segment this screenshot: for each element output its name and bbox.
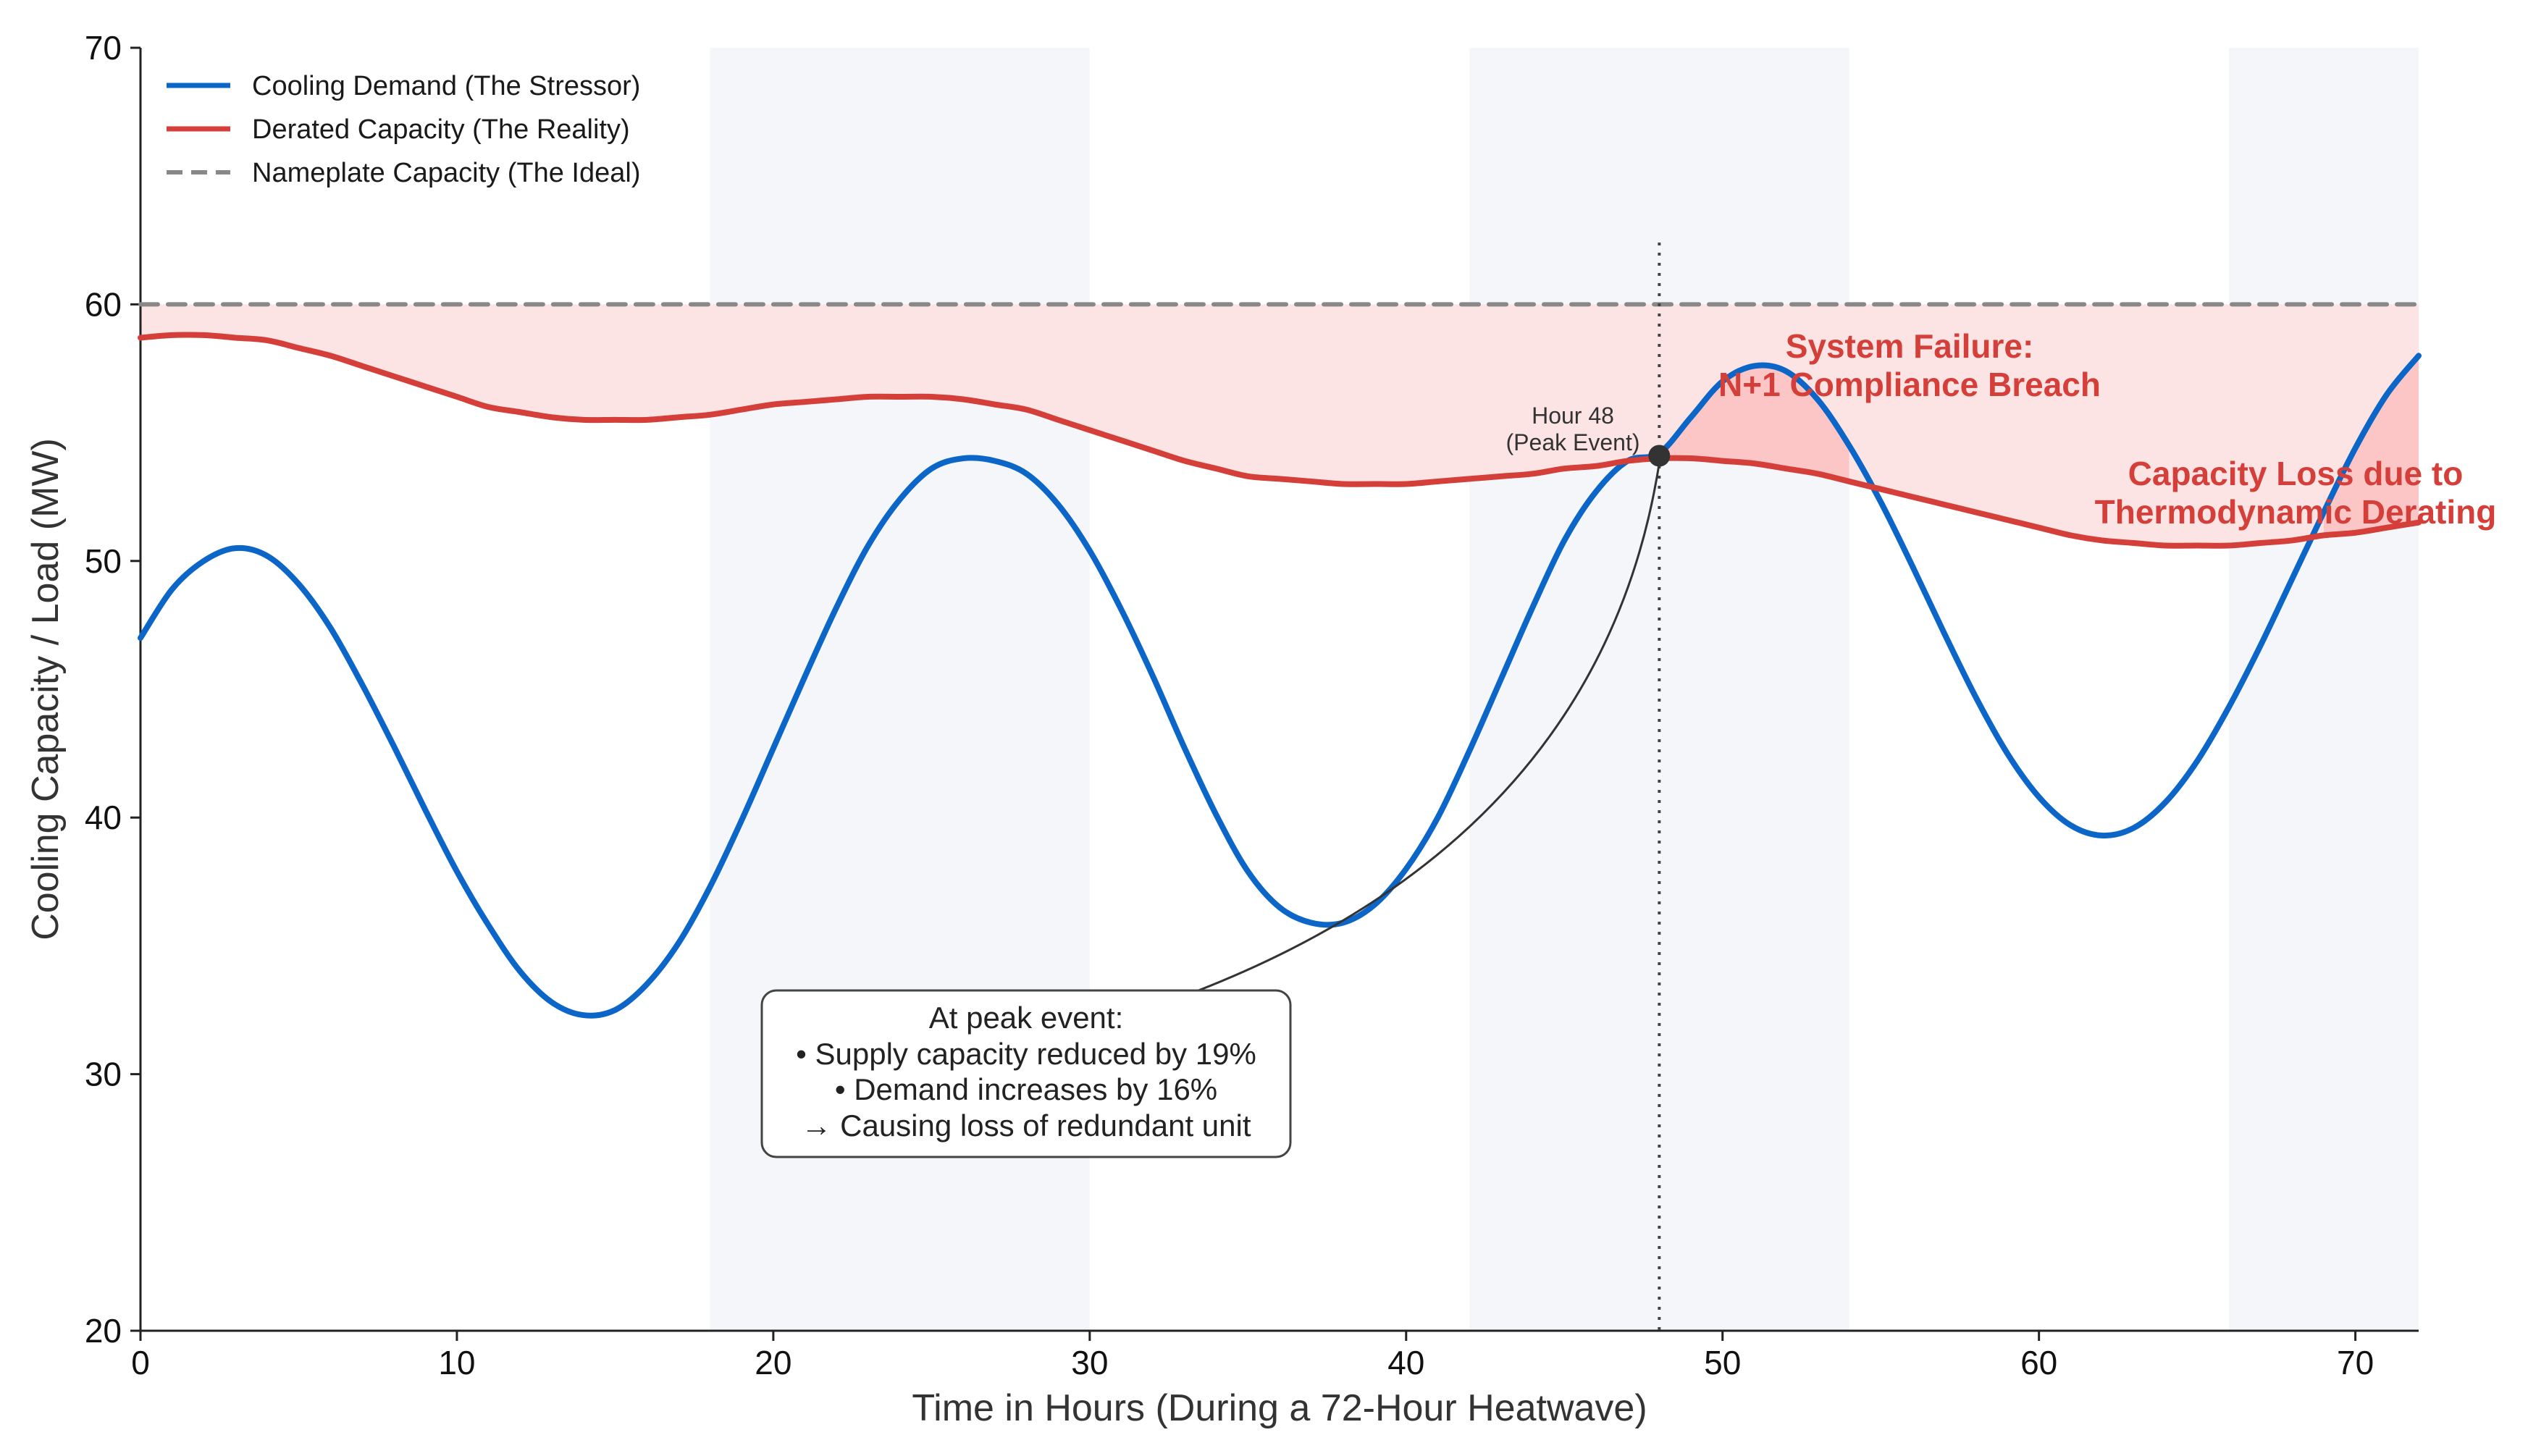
night-band-2	[2228, 48, 2419, 1331]
y-ticks: 20 30 40 50 60 70	[85, 29, 140, 1350]
callout-line4: → Causing loss of redundant unit	[801, 1108, 1251, 1143]
y-tick-label: 40	[85, 799, 122, 836]
legend-label-derated: Derated Capacity (The Reality)	[252, 114, 630, 145]
x-tick-label: 40	[1387, 1344, 1424, 1381]
callout-arrow	[1198, 463, 1660, 992]
x-tick-label: 50	[1704, 1344, 1741, 1381]
y-tick-label: 20	[85, 1312, 122, 1350]
y-tick-label: 60	[85, 285, 122, 323]
legend: Cooling Demand (The Stressor) Derated Ca…	[167, 71, 640, 188]
x-tick-label: 70	[2337, 1344, 2374, 1381]
x-axis-label: Time in Hours (During a 72-Hour Heatwave…	[912, 1387, 1647, 1429]
x-tick-label: 10	[438, 1344, 475, 1381]
failure-annotation-line2: N+1 Compliance Breach	[1718, 366, 2101, 403]
callout-line1: At peak event:	[929, 1001, 1124, 1035]
loss-annotation-line2: Thermodynamic Derating	[2095, 493, 2497, 531]
demand-line	[138, 353, 2422, 1019]
capacity-loss-fills	[140, 304, 2419, 546]
y-axis-label: Cooling Capacity / Load (MW)	[25, 438, 67, 940]
peak-label-line2: (Peak Event)	[1506, 429, 1640, 455]
x-tick-label: 30	[1071, 1344, 1108, 1381]
y-tick-label: 50	[85, 542, 122, 580]
x-tick-label: 20	[755, 1344, 791, 1381]
y-tick-label: 70	[85, 29, 122, 67]
peak-event-marker	[1648, 445, 1671, 467]
x-tick-label: 60	[2020, 1344, 2057, 1381]
x-ticks: 0 10 20 30 40 50 60 70	[131, 1331, 2374, 1381]
derating-loss-fill	[140, 304, 2419, 546]
y-tick-label: 30	[85, 1056, 122, 1093]
legend-label-demand: Cooling Demand (The Stressor)	[252, 71, 640, 101]
legend-label-nameplate: Nameplate Capacity (The Ideal)	[252, 158, 640, 188]
peak-label-line1: Hour 48	[1532, 403, 1614, 429]
callout-box	[760, 989, 1292, 1158]
callout-line2: • Supply capacity reduced by 19%	[796, 1037, 1256, 1071]
callout-line3: • Demand increases by 16%	[835, 1072, 1217, 1106]
derated-capacity-line	[138, 332, 2422, 549]
failure-annotation-line1: System Failure:	[1786, 327, 2034, 365]
series-lines	[138, 302, 2422, 1019]
breach-fill	[1659, 366, 1849, 481]
x-tick-label: 0	[131, 1344, 150, 1381]
breach-fill	[2323, 355, 2419, 536]
loss-annotation-line1: Capacity Loss due to	[2128, 455, 2464, 492]
